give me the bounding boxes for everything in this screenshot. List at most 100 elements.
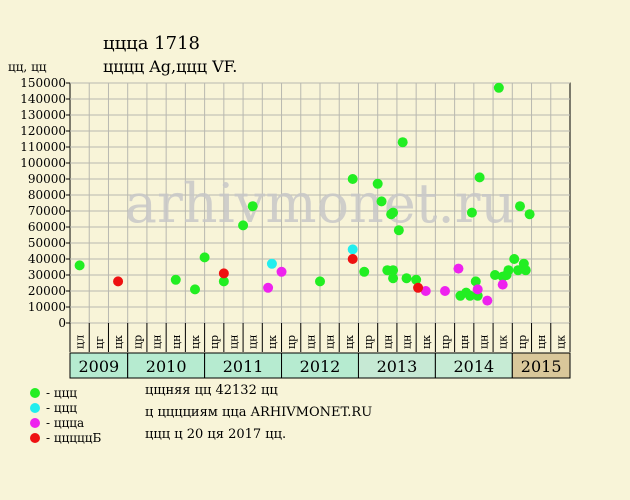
watermark: arhivmonet.ru [125,172,515,235]
y-tick-label: 120000 [20,124,66,138]
month-label: цр [131,335,144,349]
data-point [199,252,210,263]
legend-item-1: - ццц [30,386,77,400]
y-tick-label: 80000 [28,188,66,202]
y-tick-label: 20000 [28,284,66,298]
info-source: ц цццциям цца ARHIVMONET.RU [145,405,373,420]
year-label: 2010 [146,357,187,376]
y-tick-label: 50000 [28,236,66,250]
y-tick-label: 40000 [28,252,66,266]
month-label: цл [74,335,87,349]
month-label: цр [516,335,529,349]
month-label: цк [497,335,510,349]
y-tick-label: 30000 [28,268,66,282]
data-point [474,172,485,183]
y-axis-unit: цц, цц [8,60,47,74]
legend-label: - ццц [46,386,78,400]
data-point [470,276,481,287]
legend-label: - цццa [46,416,85,430]
month-label: цн [401,335,414,349]
data-point [520,265,531,276]
data-point [465,290,475,301]
data-point [524,209,535,220]
data-point [190,284,200,295]
year-label: 2013 [377,357,418,376]
data-point [493,82,504,93]
year-band [127,352,206,379]
month-label: цн [458,335,471,349]
legend-dot-icon [30,418,40,428]
data-point [472,284,483,295]
data-point [513,265,524,276]
data-point [453,263,464,274]
month-label: цк [343,335,356,349]
data-point [247,201,258,212]
year-band [357,352,436,379]
year-label: 2009 [78,357,119,376]
data-point [388,273,399,284]
month-label: цк [189,335,202,349]
month-label: цн [227,335,240,349]
data-point [315,276,325,287]
y-tick-label: 150000 [20,76,66,90]
info-median: цщняя цц 42132 цц [145,383,278,398]
data-point [497,279,508,290]
data-point [466,207,477,218]
month-label: цр [362,335,375,349]
data-point [401,273,412,284]
y-tick-label: 0 [58,316,66,330]
month-label: цн [477,335,490,349]
data-point [503,265,514,276]
data-point [218,268,229,279]
year-label: 2012 [300,357,341,376]
month-label: цг [93,336,106,349]
chart-subtitle: цццц Ag,ццц VF. [103,57,238,76]
legend-dot-icon [30,433,40,443]
data-point [420,286,431,296]
data-point [276,266,287,277]
data-point [413,282,424,293]
data-point [482,295,493,306]
year-label: 2014 [453,357,494,376]
legend-item-4: - цццццБ [30,431,101,445]
data-point [263,282,274,293]
month-label: цк [554,335,567,349]
y-tick-label: 130000 [20,108,66,122]
legend-dot-icon [30,403,40,413]
y-tick-label: 90000 [28,172,66,186]
month-label: цн [247,335,260,349]
month-label: цн [304,335,317,349]
year-label: 2015 [521,357,562,376]
data-point [440,286,450,296]
data-point [238,220,249,231]
data-point [411,274,422,285]
legend-item-2: - ццц [30,401,77,415]
month-label: цн [151,335,164,349]
year-band [434,352,513,379]
data-point [218,276,229,287]
legend-label: - цццццБ [46,431,102,445]
month-label: цр [285,335,298,349]
legend-dot-icon [30,388,40,398]
data-point [515,201,525,212]
month-label: цк [266,335,279,349]
legend-item-3: - цццa [30,416,84,430]
year-band [281,352,359,379]
data-point [388,207,399,218]
month-label: цк [420,335,433,349]
year-band [511,352,571,379]
data-point [397,137,408,148]
data-point [266,258,277,269]
data-point [347,174,358,184]
year-band [204,352,283,379]
legend-label: - ццц [46,401,78,415]
month-label: цк [112,335,125,349]
data-point [113,276,124,287]
info-date: ццц ц 20 ця 2017 цц. [145,427,287,442]
year-label: 2011 [223,357,264,376]
data-point [393,225,404,236]
y-tick-label: 70000 [28,204,66,218]
y-tick-label: 10000 [28,300,66,314]
y-tick-label: 60000 [28,220,66,234]
y-tick-label: 110000 [20,140,66,154]
